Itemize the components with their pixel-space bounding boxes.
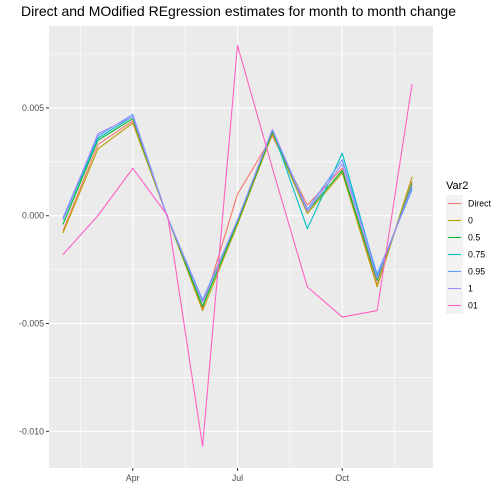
legend-label-Direct: Direct — [468, 199, 492, 209]
x-tick-label: Apr — [126, 473, 140, 483]
series-line-0 — [62, 122, 413, 312]
y-tick-label: -0.010 — [19, 426, 44, 436]
legend: Var2 Direct 0 0.5 0.75 0.95 1 01 — [446, 180, 492, 314]
legend-label-0.95: 0.95 — [468, 267, 485, 277]
x-axis: Apr Jul Oct — [126, 468, 350, 483]
y-tick-label: 0.005 — [22, 103, 44, 113]
series-line-01 — [62, 44, 413, 447]
x-tick-label: Oct — [335, 473, 349, 483]
legend-label-0.5: 0.5 — [468, 233, 480, 243]
plot-panel — [49, 26, 433, 468]
series-line-0.5 — [62, 118, 413, 307]
legend-label-01: 01 — [468, 301, 478, 311]
y-tick-label: -0.005 — [19, 319, 44, 329]
series-layer — [62, 44, 413, 447]
series-line-1 — [62, 116, 413, 303]
legend-label-0.75: 0.75 — [468, 250, 485, 260]
x-tick-label: Jul — [232, 473, 243, 483]
legend-title: Var2 — [446, 180, 468, 192]
y-axis: 0.005 0.000 -0.005 -0.010 — [19, 103, 49, 436]
chart-title: Direct and MOdified REgression estimates… — [21, 3, 456, 19]
y-tick-label: 0.000 — [22, 211, 44, 221]
legend-label-0: 0 — [468, 216, 473, 226]
legend-label-1: 1 — [468, 284, 473, 294]
